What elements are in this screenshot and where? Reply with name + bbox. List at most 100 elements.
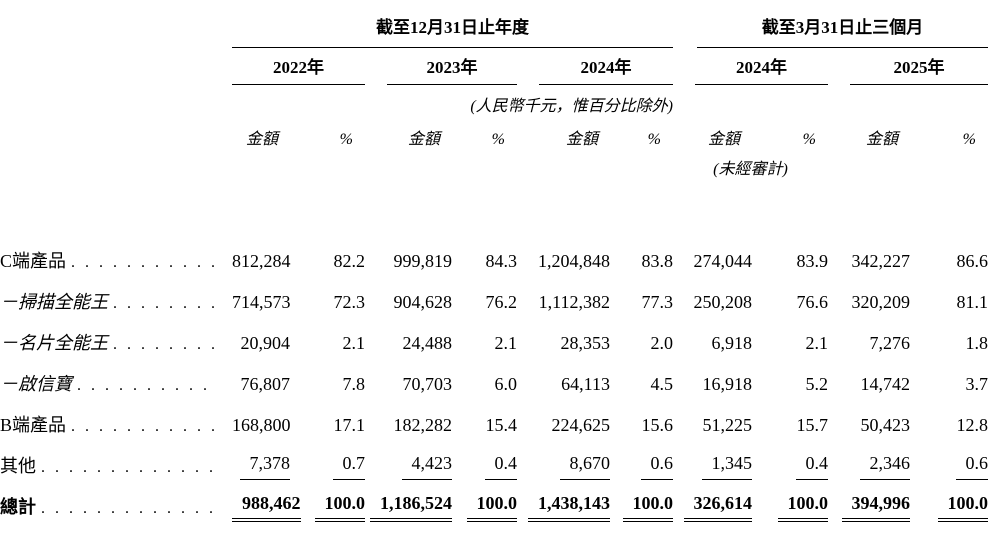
- value-text: 7,378: [239, 453, 290, 480]
- value-text: 4,423: [401, 453, 452, 480]
- value-cell: 20,904: [232, 323, 291, 364]
- value-cell: 84.3: [452, 241, 518, 282]
- dot-leader: [108, 295, 216, 313]
- value-cell: 2,346: [828, 446, 910, 487]
- value-text: 12.8: [956, 415, 989, 436]
- value-cell: 7,378: [232, 446, 290, 487]
- value-cell: 7.8: [290, 364, 366, 405]
- value-cell: 28,353: [517, 323, 611, 364]
- value-text: 326,614: [683, 493, 752, 523]
- value-cell: 812,284: [232, 241, 291, 282]
- value-cell: 2.1: [752, 323, 829, 364]
- amount-header: 金額: [707, 130, 740, 148]
- row-label: 其他: [0, 455, 36, 476]
- value-cell: 70,703: [365, 364, 453, 405]
- unit-note-row: (人民幣千元，惟百分比除外): [0, 85, 988, 116]
- percent-header: %: [647, 130, 661, 148]
- dot-leader: [108, 336, 216, 354]
- value-cell: 15.7: [752, 405, 829, 446]
- value-cell: 3.7: [910, 364, 989, 405]
- value-cell: 17.1: [290, 405, 366, 446]
- value-cell: 76.6: [752, 282, 829, 323]
- value-cell: 4,423: [365, 446, 452, 487]
- value-text: 0.4: [795, 453, 828, 480]
- dot-leader: [66, 418, 216, 436]
- value-cell: 6.0: [452, 364, 518, 405]
- value-cell: 15.4: [452, 405, 518, 446]
- row-label: C端產品: [0, 250, 67, 271]
- percent-header: %: [962, 130, 976, 148]
- value-text: 2,346: [859, 453, 910, 480]
- value-cell: 14,742: [828, 364, 911, 405]
- percent-header: %: [802, 130, 816, 148]
- value-text: 76.6: [796, 292, 829, 313]
- value-cell: 77.3: [610, 282, 674, 323]
- percent-header: %: [339, 130, 353, 148]
- value-cell: 0.4: [752, 446, 828, 487]
- value-cell: 100.0: [910, 487, 988, 528]
- percent-header: %: [491, 130, 505, 148]
- value-text: 1.8: [965, 333, 989, 354]
- amount-header: 金額: [865, 130, 898, 148]
- value-text: 5.2: [805, 374, 829, 395]
- value-text: 4.5: [650, 374, 674, 395]
- value-cell: 8,670: [517, 446, 610, 487]
- value-text: 15.4: [485, 415, 518, 436]
- value-text: 394,996: [841, 493, 910, 523]
- value-text: 24,488: [402, 333, 453, 354]
- value-text: 15.6: [641, 415, 674, 436]
- value-cell: 714,573: [232, 282, 291, 323]
- table-row: －名片全能王 20,904 2.1 24,488 2.1 28,353 2.0 …: [0, 323, 988, 364]
- value-cell: 326,614: [673, 487, 752, 528]
- value-text: 904,628: [393, 292, 453, 313]
- year-2024-q1: 2024年: [695, 58, 828, 85]
- table-row: 其他 7,378 0.7 4,423 0.4 8,670 0.6 1,345 0…: [0, 446, 988, 487]
- value-cell: 24,488: [365, 323, 453, 364]
- value-cell: 168,800: [232, 405, 291, 446]
- revenue-breakdown-table: 截至12月31日止年度 截至3月31日止三個月 2022年 2023年 2024…: [0, 0, 988, 528]
- value-text: 1,204,848: [538, 251, 610, 272]
- year-header-row: 2022年 2023年 2024年 2024年 2025年: [0, 48, 988, 85]
- value-text: 1,438,143: [528, 493, 610, 523]
- value-cell: 51,225: [673, 405, 753, 446]
- value-text: 999,819: [393, 251, 453, 272]
- value-cell: 81.1: [910, 282, 989, 323]
- value-text: 274,044: [693, 251, 753, 272]
- value-text: 64,113: [561, 374, 610, 395]
- row-label: －掃描全能王: [0, 291, 108, 312]
- value-text: 83.9: [796, 251, 829, 272]
- value-text: 0.4: [484, 453, 517, 480]
- value-cell: 988,462: [232, 487, 301, 528]
- group-title-annual: 截至12月31日止年度: [232, 18, 673, 48]
- value-text: 2.1: [342, 333, 366, 354]
- value-text: 988,462: [232, 493, 301, 523]
- value-text: 7,276: [869, 333, 911, 354]
- value-text: 100.0: [937, 493, 988, 523]
- value-cell: 0.7: [290, 446, 365, 487]
- table-row: －掃描全能王 714,573 72.3 904,628 76.2 1,112,3…: [0, 282, 988, 323]
- table-body: C端產品 812,284 82.2 999,819 84.3 1,204,848…: [0, 241, 988, 528]
- value-cell: 82.2: [290, 241, 366, 282]
- group-header-quarterly: 截至3月31日止三個月: [673, 0, 988, 48]
- value-cell: 1,345: [673, 446, 752, 487]
- value-cell: 16,918: [673, 364, 753, 405]
- value-cell: 2.0: [610, 323, 674, 364]
- value-text: 17.1: [333, 415, 366, 436]
- table-row: 總計 988,462 100.0 1,186,524 100.0 1,438,1…: [0, 487, 988, 528]
- value-text: 168,800: [232, 415, 291, 436]
- value-cell: 4.5: [610, 364, 674, 405]
- value-cell: 12.8: [910, 405, 989, 446]
- value-cell: 999,819: [365, 241, 453, 282]
- value-text: 182,282: [393, 415, 453, 436]
- value-text: 86.6: [956, 251, 989, 272]
- value-cell: 5.2: [752, 364, 829, 405]
- value-cell: 64,113: [517, 364, 610, 405]
- value-text: 6,918: [711, 333, 753, 354]
- value-text: 1,345: [701, 453, 752, 480]
- value-text: 812,284: [232, 251, 291, 272]
- value-cell: 1,438,143: [517, 487, 610, 528]
- value-cell: 100.0: [610, 487, 673, 528]
- value-cell: 0.6: [910, 446, 988, 487]
- value-text: 0.6: [640, 453, 673, 480]
